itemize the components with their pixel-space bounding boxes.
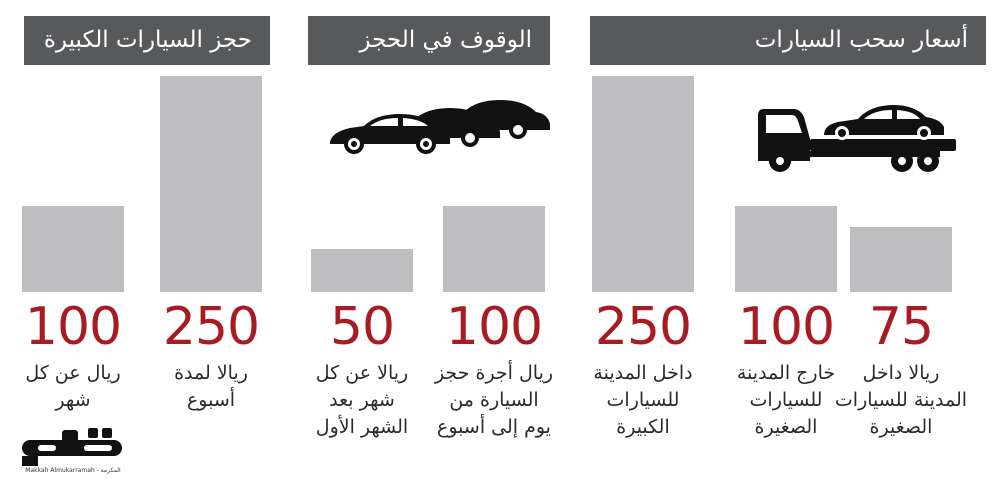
makkah-logo-icon [22, 428, 122, 466]
tow-truck-icon [758, 105, 956, 172]
bar-value-label-1: 100 [737, 297, 835, 357]
bar-1 [735, 206, 837, 292]
bar-description-line: الكبيرة [616, 416, 670, 438]
bar-description-4: ريالا عن كل شهر بعد الشهر الأول [291, 360, 433, 441]
logo-tagline: Makkah Almukarramah - المكرمة [25, 467, 121, 474]
section-header-large-car-impound: حجز السيارات الكبيرة [24, 16, 270, 65]
bar-description-0: ريالا داخل المدينة للسيارات الصغيرة [830, 360, 972, 441]
bar-description-line: خارج المدينة [736, 362, 836, 384]
bar-5 [160, 76, 262, 292]
bar-0 [850, 227, 952, 292]
bar-description-line: أسبوع [186, 389, 236, 411]
section-header-towing: أسعار سحب السيارات [590, 16, 986, 65]
bar-6 [22, 206, 124, 292]
parked-cars-icon [330, 100, 550, 154]
bar-description-line: المدينة للسيارات [834, 389, 968, 411]
bar-description-line: الصغيرة [754, 416, 818, 438]
bar-description-1: خارج المدينة للسيارات الصغيرة [715, 360, 857, 441]
bar-description-line: للسيارات [606, 389, 680, 411]
bar-description-line: ريالا عن كل [315, 362, 409, 384]
bar-value-label-6: 100 [24, 297, 122, 357]
bar-value-label-3: 100 [445, 297, 543, 357]
bar-description-line: الصغيرة [869, 416, 933, 438]
bar-2 [592, 76, 694, 292]
bar-description-line: شهر [55, 389, 91, 411]
bar-value-label-5: 250 [162, 297, 260, 357]
bar-description-line: ريال أجرة حجز [434, 362, 554, 384]
bar-description-3: ريال أجرة حجز السيارة من يوم إلى أسبوع [423, 360, 565, 441]
bar-description-6: ريال عن كل شهر [2, 360, 144, 414]
bar-description-line: يوم إلى أسبوع [437, 416, 551, 438]
bar-description-line: الشهر الأول [315, 416, 409, 438]
bar-description-line: داخل المدينة [593, 362, 693, 384]
bar-3 [443, 206, 545, 292]
bar-description-line: ريالا داخل [862, 362, 940, 384]
bar-description-line: شهر بعد [329, 389, 395, 411]
bar-4 [311, 249, 413, 292]
bar-description-line: ريال عن كل [25, 362, 121, 384]
bar-description-2: داخل المدينة للسيارات الكبيرة [572, 360, 714, 441]
section-header-impound-parking: الوقوف في الحجز [308, 16, 550, 65]
bar-value-label-0: 75 [868, 297, 934, 357]
bar-description-line: للسيارات [749, 389, 823, 411]
bar-value-label-2: 250 [594, 297, 692, 357]
bar-description-line: ريالا لمدة [174, 362, 248, 384]
bar-description-5: ريالا لمدة أسبوع [140, 360, 282, 414]
bar-value-label-4: 50 [329, 297, 395, 357]
bar-description-line: السيارة من [449, 389, 539, 411]
